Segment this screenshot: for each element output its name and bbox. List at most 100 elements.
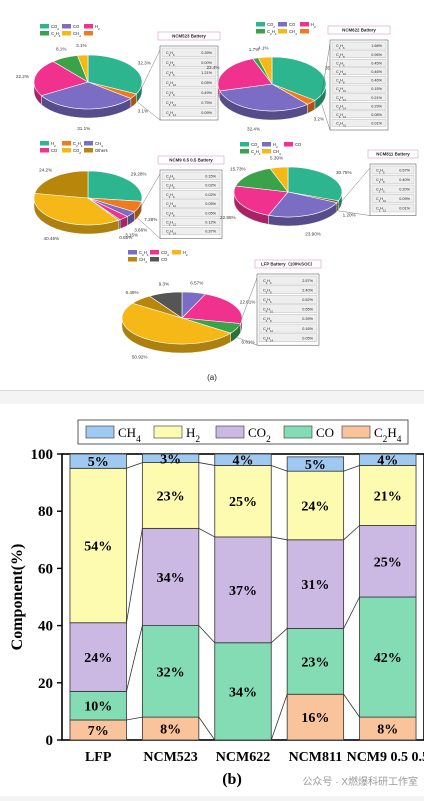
table-gas-value: 1.21% [201,71,212,75]
legend-swatch [40,31,49,36]
x-tick-label: NCM523 [143,750,197,765]
bar-connector-line [344,694,360,717]
bar-value-label: 3% [160,452,181,467]
bar-value-label: 23% [301,655,329,670]
legend-swatch-co2 [216,426,244,438]
legend-swatch [284,142,293,147]
legend-swatch-h2 [154,426,182,438]
legend-label: C2H4 [267,29,277,36]
x-tick-label: LFP [85,750,112,765]
legend-label: CH4 [73,31,81,38]
pie-title: NCM622 Battery [342,28,376,33]
bar-connector-line [126,463,142,469]
bar-value-label: 4% [377,454,398,469]
table-gas-value: 0.39% [201,51,212,55]
legend-label-co: CO [316,425,334,440]
pie-slice-side [118,220,120,230]
table-gas-value: 0.21% [371,96,382,100]
table-gas-value: 0.96% [371,53,382,57]
bar-value-label: 24% [301,499,329,514]
pie-slice-label: 31.1% [77,126,90,131]
bar-value-label: 24% [84,651,112,666]
legend-swatch [62,148,71,153]
legend-label: CH4 [139,257,147,264]
pie-slice-label: 23.90% [305,231,321,236]
legend-label: C2H4 [51,31,61,38]
legend-swatch [84,148,93,153]
table-gas-value: 0.45% [371,61,382,65]
legend-swatch [262,142,271,147]
legend-swatch [40,24,49,29]
legend-label: H2 [311,22,316,29]
legend-swatch [84,24,93,29]
pie-slice-label: 4.1% [258,45,268,50]
bar-value-label: 34% [157,571,185,586]
table-gas-value: 0.09% [399,197,410,201]
legend-swatch-c2h4 [342,426,370,438]
legend-label: CO [161,257,168,262]
table-gas-value: 0.05% [205,202,216,206]
legend-swatch [40,141,49,146]
table-gas-value: 0.15% [371,87,382,91]
table-gas-value: 0.40% [399,178,410,182]
legend-swatch [240,142,249,147]
bar-value-label: 31% [301,578,329,593]
table-gas-value: 0.05% [205,211,216,215]
table-gas-value: 2.57% [302,279,313,283]
bar-value-label: 4% [233,454,254,469]
pie-slice-label: 8.1% [56,47,66,52]
legend-swatch [84,31,93,36]
pie-title: NCM9 0.5 0.5 Battery [169,158,213,163]
legend-swatch [40,148,49,153]
legend-swatch-ch4 [86,426,114,438]
pie-slice-label: 22.95% [220,215,236,220]
legend-label: C2H4 [139,250,149,257]
panel-b-stacked-bar-chart: 020406080100Component(%)7%10%24%54%5%LFP… [0,404,424,796]
table-gas-value: 0.01% [371,122,382,126]
y-tick-label: 60 [38,561,53,577]
bar-connector-line [199,463,215,466]
pie-chart-4: 30.75%1.20%23.90%22.95%15.73%5.39%NCM811… [220,142,418,236]
legend-swatch [278,22,287,27]
legend-label: H2 [95,24,100,31]
bar-connector-line [271,694,287,740]
bar-connector-line [271,465,287,471]
pie-slice-label: 6.49% [126,290,139,295]
legend-swatch [278,29,287,34]
pie-slice-label: 32.4% [247,126,260,131]
pie-slice-label: 3.1% [76,43,86,48]
bar-value-label: 16% [301,711,329,726]
y-tick-label: 20 [38,676,53,692]
pie-slice-label: 7.28% [144,217,157,222]
legend-swatch [240,149,249,154]
y-tick-label: 100 [31,447,54,463]
y-tick-label: 40 [38,619,53,635]
legend-swatch [150,257,159,262]
table-gas-value: 0.29% [371,104,382,108]
legend-label: H2 [273,142,278,149]
stacked-bar-figure: 020406080100Component(%)7%10%24%54%5%LFP… [0,404,424,796]
table-gas-value: 0.37% [205,230,216,234]
legend-label: CO [51,148,58,153]
table-gas-value: 1.68% [371,44,382,48]
bar-connector-line [199,717,215,740]
bar-value-label: 8% [160,723,181,738]
bar-connector-line [271,537,287,540]
x-tick-label: NCM622 [216,750,270,765]
table-gas-value: 0.12% [205,221,216,225]
pie-title: NCM811 Battery [376,152,410,157]
legend-swatch [172,250,181,255]
table-gas-value: 0.05% [302,336,313,340]
table-gas-value: 0.46% [371,70,382,74]
table-gas-value: 0.46% [371,79,382,83]
bar-value-label: 7% [88,724,109,739]
y-axis-title: Component(%) [9,544,26,651]
bar-value-label: 37% [229,584,257,599]
legend-label: H2 [51,141,56,148]
legend-swatch [150,250,159,255]
bar-value-label: 8% [377,723,398,738]
table-gas-value: 0.09% [201,111,212,115]
table-gas-value: 0.02% [205,193,216,197]
legend-label: CO2 [161,250,169,257]
bar-connector-line [344,465,360,471]
